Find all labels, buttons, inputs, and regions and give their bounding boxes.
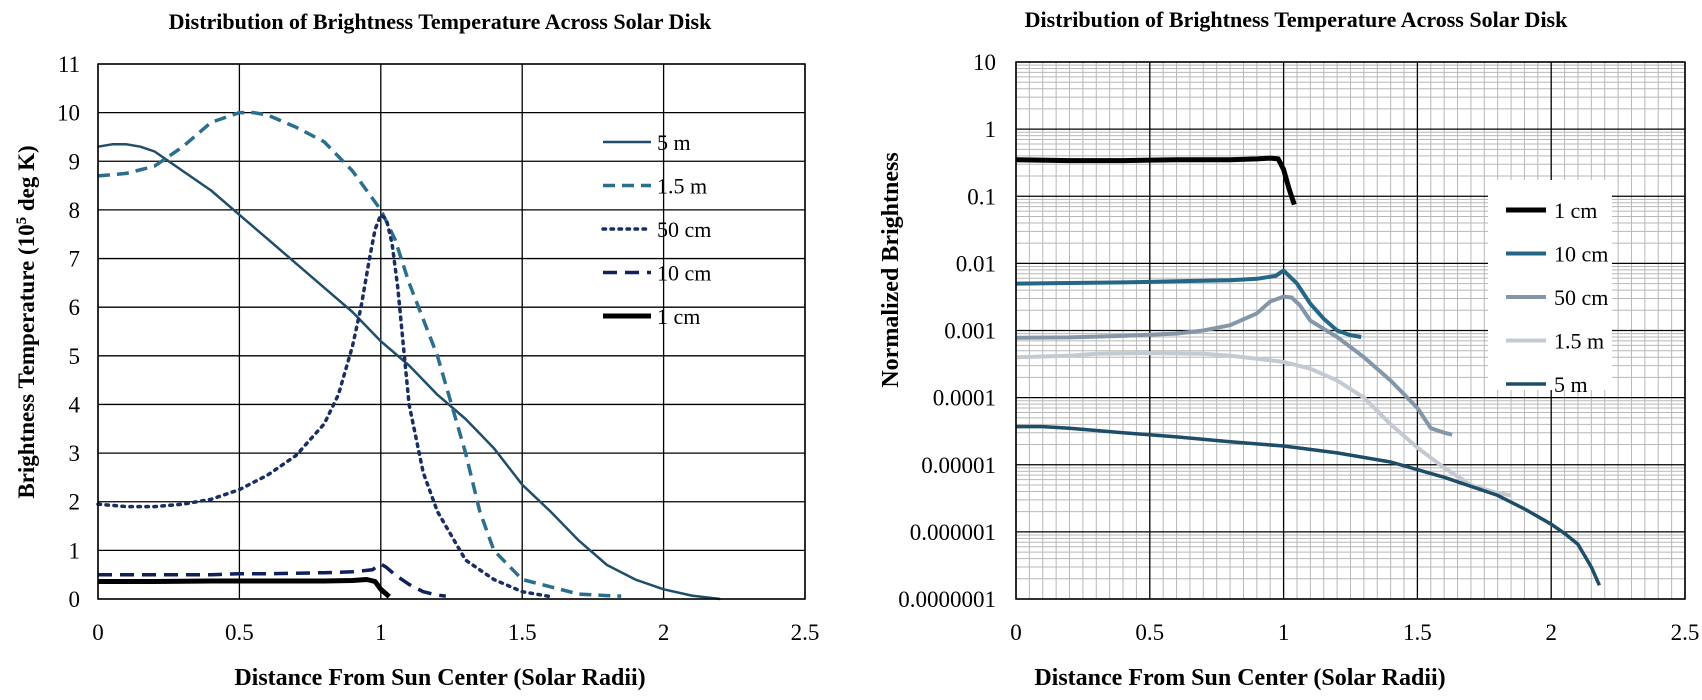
y-tick-label: 2	[69, 490, 81, 515]
legend-label-1-5-m: 1.5 m	[1554, 329, 1604, 354]
series-lines	[1015, 155, 1602, 587]
series-line-50-cm	[96, 213, 553, 599]
y-tick-label: 7	[69, 247, 81, 272]
x-tick-label: 1.5	[508, 620, 537, 645]
legend-label-1-cm: 1 cm	[1554, 198, 1597, 223]
legend-label-1-cm: 1 cm	[657, 304, 700, 329]
y-tick-label: 0.1	[967, 184, 996, 209]
y-tick-label: 0.01	[956, 251, 996, 276]
plot-area	[97, 63, 806, 600]
y-tick-label: 1	[69, 538, 81, 563]
y-tick-label: 11	[58, 52, 80, 77]
y-tick-label: 8	[69, 198, 81, 223]
plot-area	[1015, 61, 1686, 600]
legend-label-1-5-m: 1.5 m	[657, 174, 707, 199]
legend-box	[1488, 180, 1612, 390]
grid	[97, 63, 806, 600]
y-tick-label: 0.000001	[910, 520, 996, 545]
legend: 5 m 1.5 m 50 cm 10 cm 1 cm	[601, 130, 711, 329]
legend-background	[1488, 180, 1612, 390]
x-tick-label: 1.5	[1403, 620, 1432, 645]
chart-title: Distribution of Brightness Temperature A…	[1025, 7, 1568, 32]
x-tick-label: 0.5	[1135, 620, 1164, 645]
x-tick-label: 0.5	[225, 620, 254, 645]
y-axis-label-exponent: 5	[14, 217, 30, 225]
x-tick-label: 2.5	[1671, 620, 1700, 645]
legend-label-10-cm: 10 cm	[1554, 242, 1608, 267]
series-line-10-cm	[1015, 268, 1362, 339]
y-axis-label-unit: deg K)	[14, 145, 39, 217]
series-line-1-5-m	[1015, 351, 1512, 498]
x-tick-label: 2.5	[791, 620, 820, 645]
y-tick-label: 0	[69, 587, 81, 612]
y-tick-label: 0.0000001	[898, 587, 996, 612]
legend-label-5-m: 5 m	[1554, 372, 1588, 397]
x-tick-label: 1	[1278, 620, 1290, 645]
legend-label-5-m: 5 m	[657, 130, 691, 155]
series-line-1-5-m	[97, 110, 622, 598]
series-lines	[96, 110, 721, 601]
y-tick-label: 1	[985, 117, 997, 142]
y-axis-label: Normalized Brightness	[878, 152, 904, 387]
y-tick-label: 5	[69, 344, 81, 369]
series-line-50-cm	[1015, 294, 1453, 437]
legend-label-50-cm: 50 cm	[1554, 285, 1608, 310]
x-tick-label: 2	[658, 620, 670, 645]
y-tick-label: 10	[57, 101, 80, 126]
brightness-temperature-chart: Distribution of Brightness Temperature A…	[14, 9, 819, 691]
x-tick-label: 0	[1010, 620, 1022, 645]
x-axis-label: Distance From Sun Center (Solar Radii)	[234, 665, 645, 691]
series-line-1-cm	[1015, 155, 1297, 206]
y-axis-label: Brightness Temperature (105 deg K)	[14, 145, 39, 498]
y-tick-labels: 0.0000001 0.000001 0.00001 0.0001 0.001 0.01 0…	[898, 50, 996, 612]
y-tick-labels: 0 1 2 3 4 5 6 7 8 9 10 11	[57, 52, 81, 612]
x-axis-label: Distance From Sun Center (Solar Radii)	[1034, 665, 1445, 691]
series-line-5-m	[1016, 424, 1602, 587]
x-tick-label: 1	[375, 620, 387, 645]
x-tick-label: 0	[92, 620, 104, 645]
y-tick-label: 4	[69, 392, 81, 417]
y-tick-label: 9	[69, 149, 81, 174]
y-tick-label: 0.00001	[921, 453, 996, 478]
x-tick-labels: 0 0.5 1 1.5 2 2.5	[1010, 620, 1699, 645]
series-line-5-m	[97, 143, 721, 601]
chart-title: Distribution of Brightness Temperature A…	[169, 9, 712, 34]
y-tick-label: 0.001	[944, 319, 996, 344]
legend-label-10-cm: 10 cm	[657, 261, 711, 286]
legend: 1 cm 10 cm 50 cm 1.5 m 5 m	[1506, 198, 1608, 397]
y-tick-label: 3	[69, 441, 81, 466]
y-tick-label: 10	[973, 50, 996, 75]
x-tick-label: 2	[1545, 620, 1557, 645]
series-line-1-cm	[98, 577, 391, 599]
y-tick-label: 0.0001	[933, 386, 996, 411]
legend-label-50-cm: 50 cm	[657, 217, 711, 242]
normalized-brightness-chart: Distribution of Brightness Temperature A…	[878, 7, 1699, 691]
x-tick-labels: 0 0.5 1 1.5 2 2.5	[92, 620, 819, 645]
y-axis-label-main: Brightness Temperature (10	[14, 224, 39, 498]
y-tick-label: 6	[69, 295, 81, 320]
